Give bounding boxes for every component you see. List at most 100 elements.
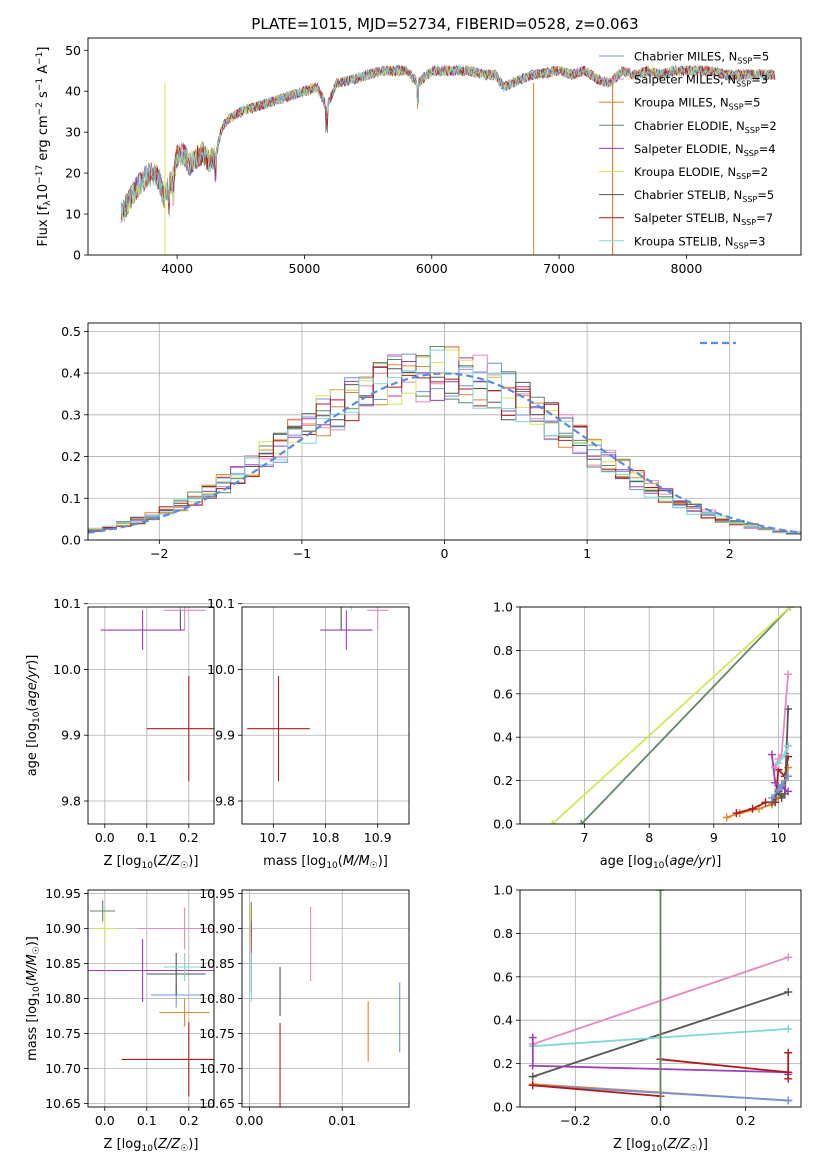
errorbar-point-6 (340, 607, 342, 631)
x-tick-label: 0.0 (651, 1113, 671, 1128)
errorbar-point-2 (155, 571, 205, 597)
y-tick-label: 0.8 (493, 643, 513, 658)
legend-entry: Chabrier STELIB, NSSP=5 (634, 188, 774, 204)
x-tick-label: −1 (293, 546, 311, 561)
y-tick-label: 0.4 (493, 1013, 513, 1028)
errorbar-point-2 (159, 998, 210, 1027)
histogram-step-8 (88, 349, 801, 536)
weight-marker (771, 763, 780, 772)
mass-vs-extinction-panel: 0.00 0.01 10.65 10.70 10.75 10.80 10.85 10.90 10… (199, 886, 410, 1128)
errorbar-point-5 (96, 541, 113, 567)
y-tick-label: 10.75 (199, 1026, 235, 1041)
errorbar-point-6 (179, 607, 181, 631)
residual-histogram-panel: −2 −1 0 1 2 0.0 0.1 0.2 0.3 0.4 0.5 (61, 322, 802, 561)
errorbar-point-3 (90, 900, 116, 922)
y-axis-label: Flux [fλ10−17 erg cm−2 s−1 A−1] (35, 47, 53, 247)
weight-marker (784, 741, 793, 750)
x-tick-label: 0.1 (137, 1113, 157, 1128)
legend-entry-subscript: SSP (729, 103, 744, 112)
y-tick-label: 10.80 (45, 991, 81, 1006)
weight-marker (767, 793, 776, 802)
y-tick-label: 0.8 (493, 926, 513, 941)
weight-marker (784, 987, 793, 996)
x-tick-label: 10.7 (259, 830, 287, 845)
y-tick-label: 9.8 (61, 793, 81, 808)
mass-vs-metallicity-panel: 0.0 0.1 0.2 10.65 10.70 10.75 10.80 10.85 10.90 1… (25, 886, 215, 1154)
y-tick-label: 9.9 (61, 728, 81, 743)
weight-marker (748, 804, 757, 813)
x-tick-label: 0.2 (736, 1113, 756, 1128)
weight-marker (771, 778, 780, 787)
y-tick-label: 30 (65, 125, 81, 140)
x-tick-label: 10 (770, 830, 786, 845)
y-tick-label: 0.6 (493, 969, 513, 984)
x-tick-label: 1 (583, 546, 591, 561)
weight-marker (656, 1103, 665, 1107)
y-tick-label: 10.80 (199, 991, 235, 1006)
errorbar-point-0 (155, 571, 197, 597)
spectrum-panel: 4000 5000 6000 7000 8000 0 10 20 30 40 50 Flux [fλ1… (35, 37, 802, 276)
weight-marker (784, 953, 793, 962)
legend-entry: Salpeter ELODIE, NSSP=4 (634, 142, 776, 158)
legend-entry-suffix: =5 (757, 188, 774, 202)
errorbar-point-8 (351, 607, 353, 611)
weight-marker (784, 670, 793, 679)
weight-marker (786, 607, 795, 611)
x-tick-label: −0.2 (560, 1113, 590, 1128)
y-tick-label: 10.85 (199, 956, 235, 971)
legend-entry-suffix: =5 (752, 50, 769, 64)
x-axis-label: Z [log10(Z/Z☉)] (104, 854, 199, 871)
legend-entry-suffix: =5 (744, 96, 761, 110)
weight-marker (777, 793, 786, 802)
weight-marker (774, 759, 783, 768)
weight-marker (774, 785, 783, 794)
weight-marker (528, 1033, 537, 1042)
x-tick-label: 6000 (416, 261, 448, 276)
x-axis-label: age [log10(age/yr)] (600, 854, 722, 871)
y-axis-label: age [log10(age/yr)] (25, 655, 42, 777)
legend-entry-subscript: SSP (744, 149, 759, 158)
y-tick-label: 10.70 (45, 1061, 81, 1076)
weight-line-5 (551, 607, 791, 824)
x-tick-label: 5000 (289, 261, 321, 276)
weight-marker (777, 780, 786, 789)
legend-entry-label: Chabrier STELIB, N (634, 188, 742, 202)
errorbar-point-5 (92, 914, 118, 943)
y-tick-label: 10.0 (207, 662, 235, 677)
x-tick-label: 0.01 (328, 1113, 356, 1128)
y-tick-label: 10 (65, 207, 81, 222)
errorbar-point-7 (121, 1022, 214, 1097)
errorbar-point-2 (299, 571, 341, 597)
y-tick-label: 0.0 (493, 817, 513, 832)
legend-entry-suffix: =3 (749, 234, 766, 248)
x-axis-label: mass [log10(M/M☉)] (263, 854, 388, 871)
y-tick-label: 0.6 (493, 686, 513, 701)
weight-marker (722, 813, 731, 822)
legend-entry-label: Chabrier MILES, N (634, 50, 737, 64)
y-tick-label: 0 (73, 248, 81, 263)
x-tick-label: 4000 (161, 261, 193, 276)
x-tick-label: 7 (581, 830, 589, 845)
legend-entry-subscript: SSP (741, 218, 756, 227)
x-tick-label: 10.8 (312, 830, 340, 845)
errorbar-point-4 (88, 939, 214, 1002)
weight-marker (784, 1074, 793, 1083)
normal-distribution-curve (88, 372, 801, 534)
legend-entry-label: Kroupa STELIB, N (634, 234, 734, 248)
y-tick-label: 10.0 (53, 662, 81, 677)
legend-entry-label: Salpeter STELIB, N (634, 211, 741, 225)
weight-marker (528, 1081, 537, 1090)
legend-entry-label: Salpeter MILES, N (634, 73, 736, 87)
x-tick-label: 7000 (543, 261, 575, 276)
x-tick-label: 10.9 (364, 830, 392, 845)
errorbar-point-6 (146, 953, 206, 995)
y-tick-label: 10.90 (45, 921, 81, 936)
legend-entry-label: Chabrier ELODIE, N (634, 119, 745, 133)
legend-entry-suffix: =4 (759, 142, 776, 156)
y-tick-label: 0.0 (493, 1100, 513, 1115)
weight-marker (780, 750, 789, 759)
weight-marker (656, 890, 665, 894)
y-tick-label: 0.2 (61, 449, 81, 464)
axes-frame (87, 606, 215, 825)
